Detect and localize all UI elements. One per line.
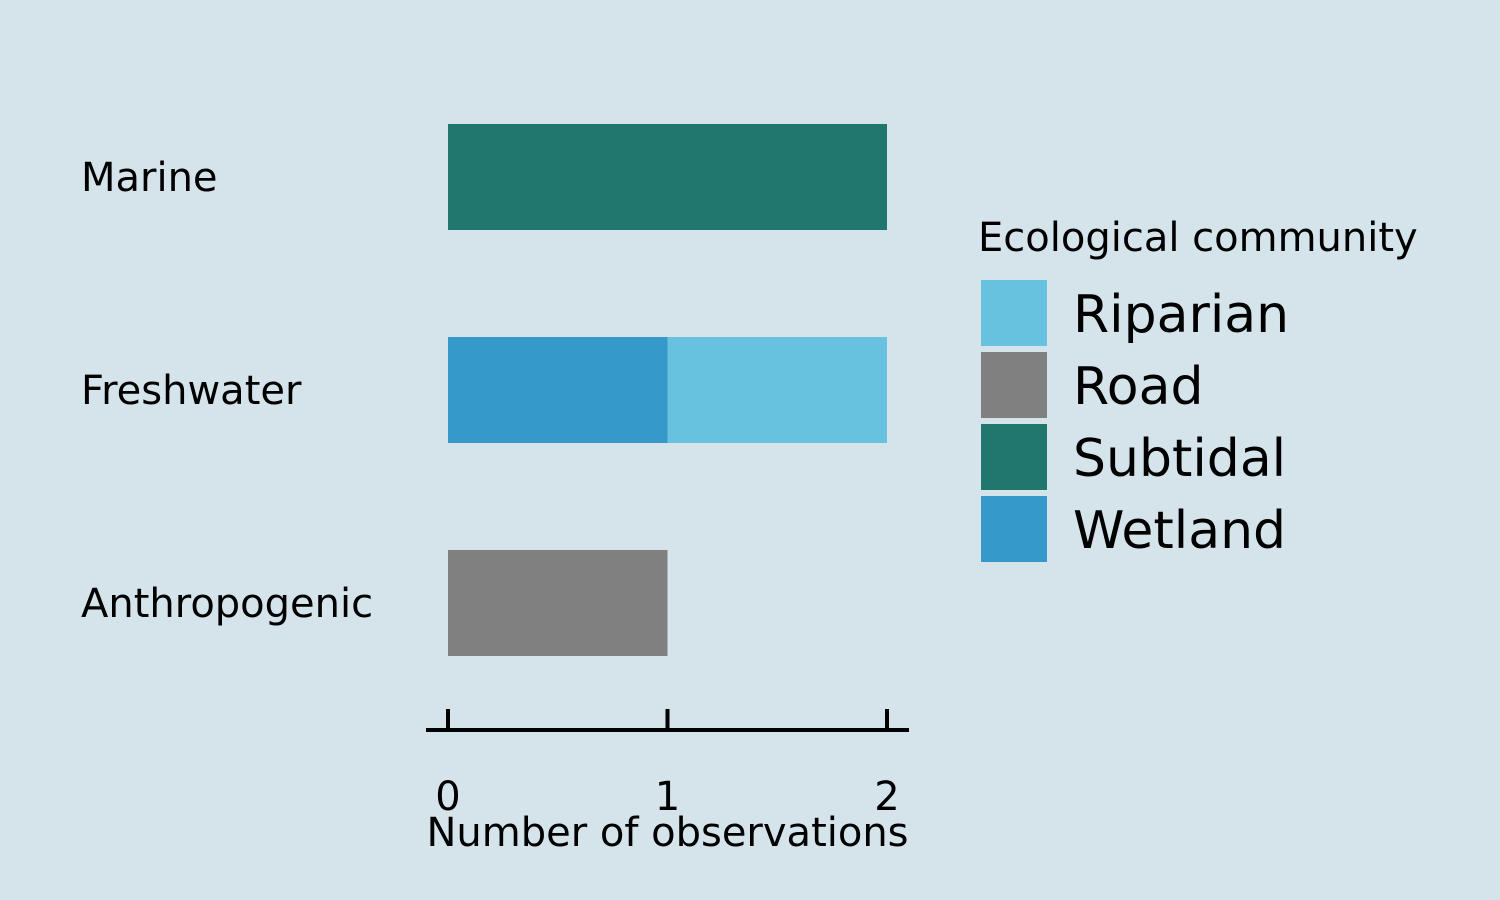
bars — [448, 124, 887, 656]
bar-freshwater-riparian — [667, 337, 887, 443]
x-axis: 0 1 2 Number of observations — [426, 709, 909, 856]
category-label-marine: Marine — [81, 155, 218, 201]
bar-freshwater-wetland — [448, 337, 668, 443]
legend: Ecological community Riparian Road Subtida… — [978, 215, 1418, 562]
legend-label-wetland: Wetland — [1073, 501, 1286, 561]
legend-swatch-riparian — [981, 280, 1047, 346]
x-tick-label-2: 2 — [874, 774, 899, 820]
legend-label-subtidal: Subtidal — [1073, 429, 1286, 489]
category-labels: Marine Freshwater Anthropogenic — [81, 155, 373, 627]
x-axis-ticks: 0 1 2 — [435, 709, 900, 820]
legend-swatch-road — [981, 352, 1047, 418]
x-axis-title: Number of observations — [426, 810, 908, 856]
legend-swatch-subtidal — [981, 424, 1047, 490]
category-label-anthropogenic: Anthropogenic — [81, 581, 373, 627]
category-label-freshwater: Freshwater — [81, 368, 302, 414]
legend-title: Ecological community — [978, 215, 1418, 261]
legend-swatch-wetland — [981, 496, 1047, 562]
x-tick-label-0: 0 — [435, 774, 460, 820]
legend-label-road: Road — [1073, 357, 1203, 417]
legend-label-riparian: Riparian — [1073, 285, 1289, 345]
legend-items: Riparian Road Subtidal Wetland — [981, 280, 1289, 562]
x-tick-label-1: 1 — [655, 774, 680, 820]
bar-marine-subtidal — [448, 124, 887, 230]
bar-anthropogenic-road — [448, 550, 668, 656]
